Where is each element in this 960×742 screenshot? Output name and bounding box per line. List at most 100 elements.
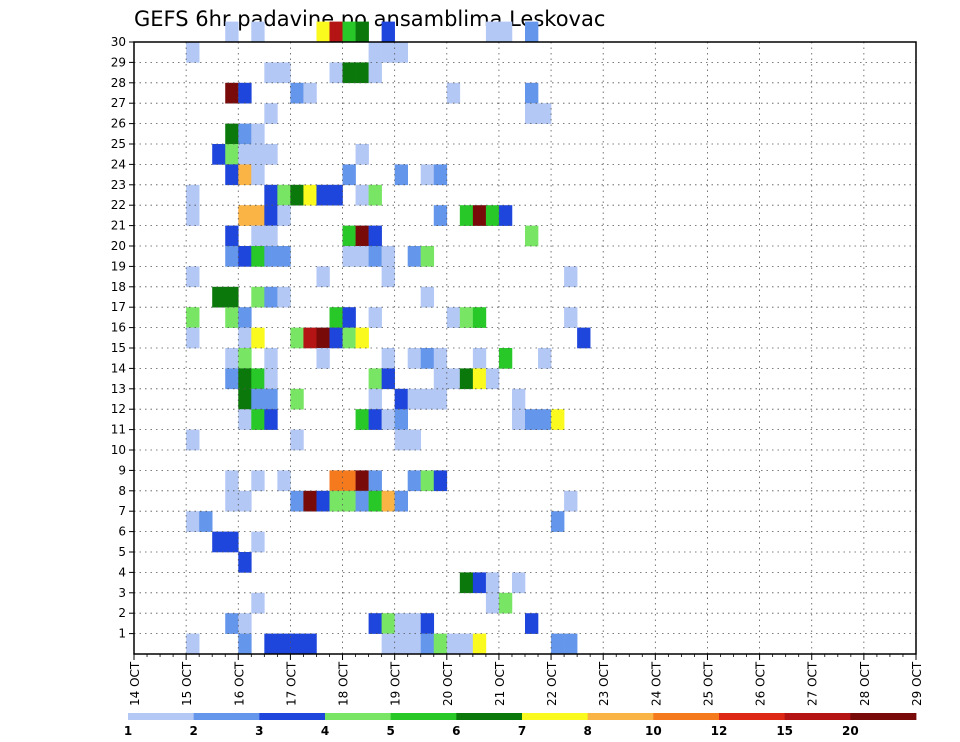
- legend-label: 1: [124, 724, 132, 738]
- heatmap-cell: [355, 62, 369, 84]
- heatmap-cell: [472, 572, 487, 594]
- heatmap-cell: [329, 470, 343, 492]
- heatmap-cell: [238, 164, 252, 186]
- y-tick-label: 2: [118, 606, 126, 620]
- heatmap-cell: [459, 368, 474, 390]
- heatmap-cell: [212, 531, 226, 553]
- heatmap-cell: [485, 572, 500, 594]
- heatmap-cell: [238, 388, 252, 410]
- heatmap-cell: [251, 205, 265, 226]
- y-tick-label: 14: [111, 361, 126, 375]
- heatmap-cell: [472, 368, 487, 390]
- heatmap-cell: [368, 42, 382, 63]
- heatmap-cell: [225, 82, 239, 104]
- heatmap-cell: [186, 307, 200, 328]
- heatmap-cell: [368, 307, 382, 328]
- heatmap-cell: [290, 327, 304, 349]
- heatmap-cell: [186, 184, 200, 206]
- heatmap-cell: [342, 327, 356, 349]
- heatmap-cell: [355, 21, 369, 43]
- heatmap-cell: [264, 409, 278, 430]
- heatmap-cell: [238, 123, 252, 145]
- heatmap-cell: [485, 368, 500, 390]
- heatmap-cell: [238, 409, 252, 430]
- heatmap-cell: [564, 307, 578, 328]
- heatmap-cell: [498, 21, 513, 43]
- heatmap-cell: [225, 144, 239, 165]
- x-tick-label: 17 OCT: [284, 661, 298, 706]
- heatmap-cell: [264, 348, 278, 369]
- heatmap-cell: [290, 388, 304, 410]
- heatmap-cell: [186, 327, 200, 349]
- y-tick-label: 1: [118, 627, 126, 641]
- heatmap-cell: [238, 633, 252, 655]
- heatmap-cell: [186, 42, 200, 63]
- heatmap-cell: [329, 62, 343, 84]
- heatmap-cell: [420, 470, 435, 492]
- y-tick-label: 7: [118, 504, 126, 518]
- heatmap-cell: [264, 246, 278, 267]
- heatmap-cell: [407, 429, 422, 451]
- heatmap-cell: [303, 184, 317, 206]
- heatmap-cell: [251, 592, 265, 614]
- heatmap-cell: [238, 552, 252, 573]
- heatmap-cell: [525, 103, 539, 124]
- heatmap-cell: [186, 633, 200, 655]
- heatmap-cell: [251, 164, 265, 186]
- heatmap-cell: [342, 490, 356, 512]
- heatmap-cell: [472, 348, 487, 369]
- heatmap-cell: [303, 490, 317, 512]
- heatmap-cell: [329, 327, 343, 349]
- heatmap-cell: [446, 307, 461, 328]
- heatmap-cell: [368, 184, 382, 206]
- heatmap-cell: [485, 592, 500, 614]
- y-tick-label: 10: [111, 443, 126, 457]
- heatmap-cell: [420, 613, 435, 634]
- heatmap-cell: [459, 633, 474, 655]
- heatmap-cell: [329, 307, 343, 328]
- heatmap-cell: [368, 470, 382, 492]
- heatmap-cell: [538, 409, 552, 430]
- heatmap-cell: [498, 348, 513, 369]
- legend-color-swatch: [259, 713, 326, 720]
- heatmap-cell: [277, 205, 291, 226]
- heatmap-cell: [564, 266, 578, 288]
- heatmap-cell: [238, 490, 252, 512]
- heatmap-cell: [277, 633, 291, 655]
- heatmap-cell: [238, 613, 252, 634]
- heatmap-cell: [290, 184, 304, 206]
- y-axis: 1234567891011121314151617181920212223242…: [111, 35, 134, 641]
- heatmap-cell: [407, 470, 422, 492]
- heatmap-cell: [446, 633, 461, 655]
- heatmap-cell: [368, 225, 382, 247]
- y-tick-label: 19: [111, 259, 126, 273]
- heatmap-cell: [290, 82, 304, 104]
- x-tick-label: 18 OCT: [337, 661, 351, 706]
- heatmap-cell: [277, 246, 291, 267]
- heatmap-cell: [264, 633, 278, 655]
- x-tick-label: 15 OCT: [180, 661, 194, 706]
- heatmap-cell: [225, 531, 239, 553]
- heatmap-cell: [446, 82, 461, 104]
- legend-label: 6: [452, 724, 460, 738]
- heatmap-cell: [525, 21, 539, 43]
- heatmap-cell: [381, 246, 395, 267]
- y-tick-label: 3: [118, 586, 126, 600]
- heatmap-cell: [264, 225, 278, 247]
- heatmap-cell: [420, 246, 435, 267]
- heatmap-cell: [433, 164, 448, 186]
- heatmap-cell: [264, 103, 278, 124]
- heatmap-cell: [394, 388, 408, 410]
- y-tick-label: 29: [111, 55, 126, 69]
- y-tick-label: 18: [111, 280, 126, 294]
- heatmap-cell: [394, 42, 408, 63]
- heatmap-cell: [329, 184, 343, 206]
- heatmap-cell: [564, 633, 578, 655]
- x-tick-label: 16 OCT: [232, 661, 246, 706]
- y-tick-label: 11: [111, 423, 126, 437]
- heatmap-cell: [290, 490, 304, 512]
- heatmap-cell: [238, 327, 252, 349]
- x-tick-label: 25 OCT: [701, 661, 715, 706]
- legend-label: 7: [518, 724, 526, 738]
- legend-label: 10: [645, 724, 662, 738]
